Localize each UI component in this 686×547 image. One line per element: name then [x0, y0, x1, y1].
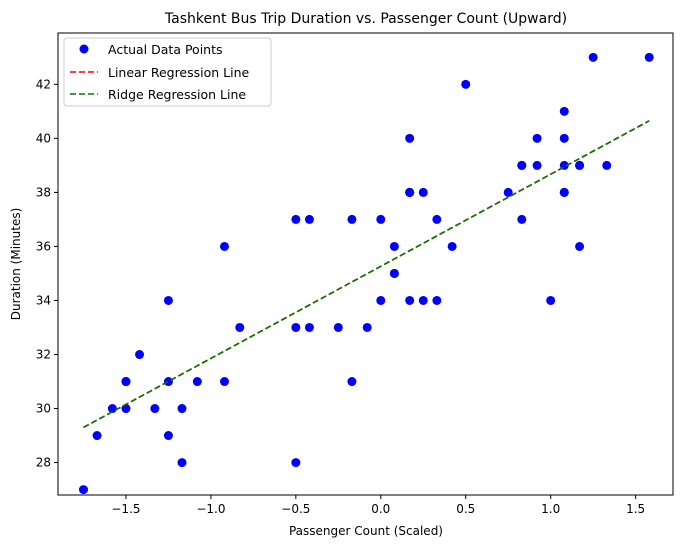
plot-frame: [57, 32, 674, 496]
data-point: [291, 322, 301, 332]
data-point: [192, 377, 202, 387]
data-point: [546, 295, 556, 305]
data-point: [447, 241, 457, 251]
plot-area: [78, 52, 654, 495]
data-point: [304, 322, 314, 332]
y-axis: 28 30 32 34 36 38 40 42: [36, 77, 58, 470]
data-point: [644, 52, 654, 62]
data-point: [432, 214, 442, 224]
data-point: [405, 133, 415, 143]
x-tick-label: 1.5: [626, 502, 645, 516]
y-axis-title: Duration (Minutes): [9, 208, 23, 321]
x-tick-label: 0.5: [456, 502, 475, 516]
data-point: [219, 377, 229, 387]
x-tick-label: −1.0: [196, 502, 225, 516]
x-tick-label: 1.0: [541, 502, 560, 516]
y-tick-label: 38: [36, 185, 51, 199]
data-point: [135, 350, 145, 360]
data-point: [78, 485, 88, 495]
data-point: [177, 404, 187, 414]
x-tick-label: 0.0: [371, 502, 390, 516]
data-point: [389, 241, 399, 251]
data-point: [432, 295, 442, 305]
data-point: [532, 133, 542, 143]
data-point: [333, 322, 343, 332]
y-tick-label: 28: [36, 456, 51, 470]
data-point: [389, 268, 399, 278]
x-tick-label: −1.5: [111, 502, 140, 516]
data-point: [418, 295, 428, 305]
data-point: [532, 160, 542, 170]
data-point: [235, 322, 245, 332]
legend: Actual Data Points Linear Regression Lin…: [63, 37, 272, 107]
y-tick-label: 34: [36, 293, 51, 307]
data-point: [347, 377, 357, 387]
data-point: [304, 214, 314, 224]
data-point: [517, 160, 527, 170]
data-point: [163, 377, 173, 387]
legend-label-ridge-regression-line: Ridge Regression Line: [108, 87, 246, 102]
data-point: [405, 187, 415, 197]
data-point: [575, 241, 585, 251]
data-point: [559, 133, 569, 143]
data-point: [219, 241, 229, 251]
data-point: [121, 377, 131, 387]
x-axis: −1.5 −1.0 −0.5 0.0 0.5 1.0 1.5: [111, 495, 645, 516]
data-point: [92, 431, 102, 441]
data-point: [517, 214, 527, 224]
data-point: [150, 404, 160, 414]
data-point: [163, 295, 173, 305]
y-tick-label: 32: [36, 348, 51, 362]
legend-marker-actual-data-points: [79, 44, 89, 54]
y-tick-label: 36: [36, 239, 51, 253]
data-point: [291, 458, 301, 468]
data-point: [376, 295, 386, 305]
data-point: [461, 79, 471, 89]
y-tick-label: 30: [36, 402, 51, 416]
data-point: [163, 431, 173, 441]
data-point: [347, 214, 357, 224]
ridge-regression-line: [83, 120, 650, 429]
data-point: [107, 404, 117, 414]
legend-box: [63, 37, 272, 107]
x-tick-label: −0.5: [281, 502, 310, 516]
legend-label-actual-data-points: Actual Data Points: [108, 42, 223, 57]
chart-title: Tashkent Bus Trip Duration vs. Passenger…: [164, 11, 567, 27]
data-point: [588, 52, 598, 62]
legend-label-linear-regression-line: Linear Regression Line: [108, 65, 250, 80]
data-point: [503, 187, 513, 197]
data-point: [177, 458, 187, 468]
data-point: [418, 187, 428, 197]
data-point: [376, 214, 386, 224]
y-tick-label: 40: [36, 131, 51, 145]
x-axis-title: Passenger Count (Scaled): [289, 524, 443, 538]
data-point: [291, 214, 301, 224]
y-tick-label: 42: [36, 77, 51, 91]
data-point: [575, 160, 585, 170]
data-point: [559, 187, 569, 197]
data-point: [602, 160, 612, 170]
data-point: [559, 106, 569, 116]
data-point: [405, 295, 415, 305]
data-point: [362, 322, 372, 332]
